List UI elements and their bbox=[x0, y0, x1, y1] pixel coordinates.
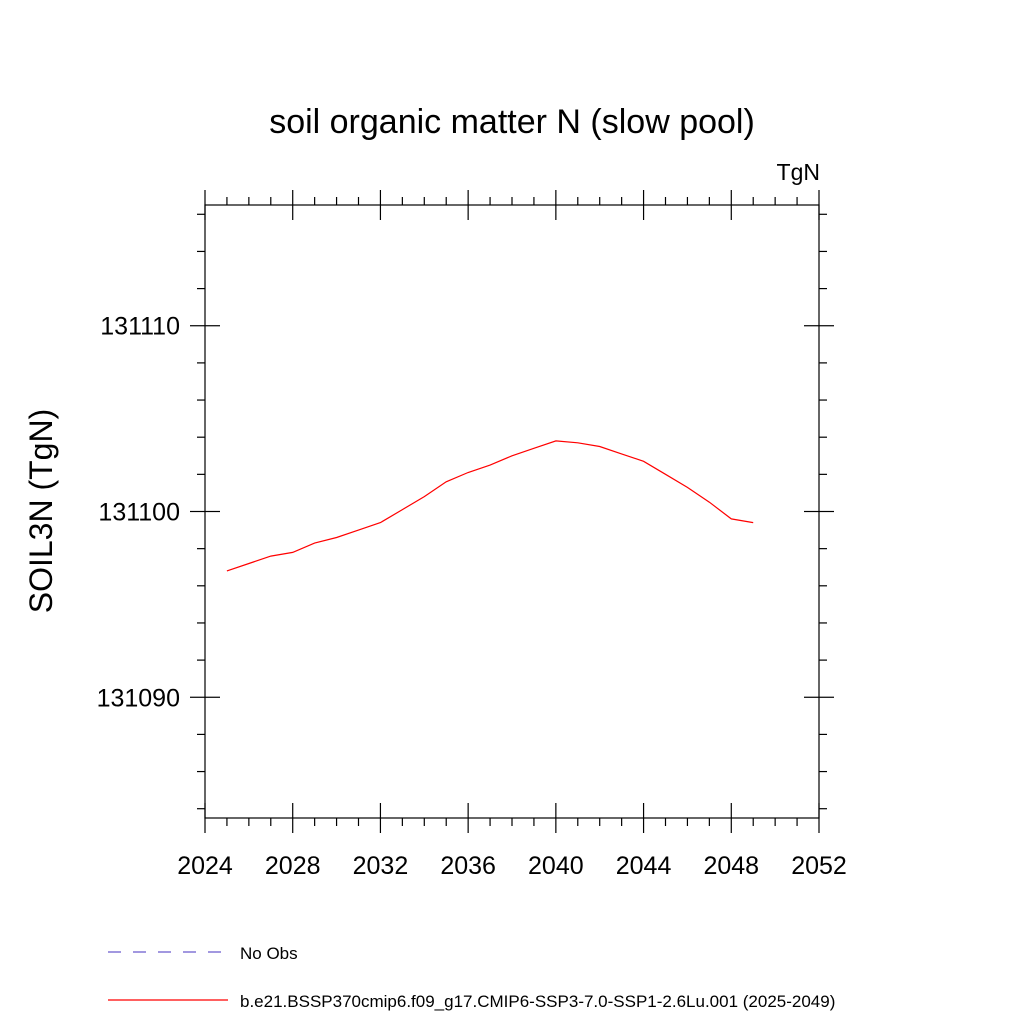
y-axis-tick-labels: 131090 131100 131110 bbox=[97, 313, 180, 713]
y-tick-label: 131100 bbox=[98, 499, 180, 527]
x-tick-label: 2040 bbox=[528, 852, 584, 880]
x-axis-tick-labels: 2024 2028 2032 2036 2040 2044 2048 2052 bbox=[177, 852, 847, 880]
series-lines bbox=[226, 440, 754, 572]
units-label: TgN bbox=[777, 159, 820, 185]
x-tick-label: 2036 bbox=[440, 852, 496, 880]
x-tick-label: 2044 bbox=[616, 852, 672, 880]
chart-title: soil organic matter N (slow pool) bbox=[269, 103, 755, 141]
y-axis-label: SOIL3N (TgN) bbox=[23, 409, 59, 613]
x-tick-label: 2032 bbox=[353, 852, 409, 880]
x-tick-label: 2048 bbox=[703, 852, 759, 880]
x-tick-label: 2024 bbox=[177, 852, 233, 880]
legend-label: b.e21.BSSP370cmip6.f09_g17.CMIP6-SSP3-7.… bbox=[240, 992, 835, 1011]
x-tick-label: 2028 bbox=[265, 852, 321, 880]
x-axis-ticks bbox=[204, 190, 820, 833]
x-tick-label: 2052 bbox=[791, 852, 847, 880]
y-tick-label: 131110 bbox=[100, 313, 180, 341]
y-tick-label: 131090 bbox=[97, 684, 180, 712]
plot-frame bbox=[204, 204, 820, 819]
series-line bbox=[226, 440, 754, 572]
legend: No Obs b.e21.BSSP370cmip6.f09_g17.CMIP6-S… bbox=[108, 944, 835, 1011]
legend-label: No Obs bbox=[240, 944, 298, 963]
y-axis-ticks bbox=[190, 213, 834, 810]
